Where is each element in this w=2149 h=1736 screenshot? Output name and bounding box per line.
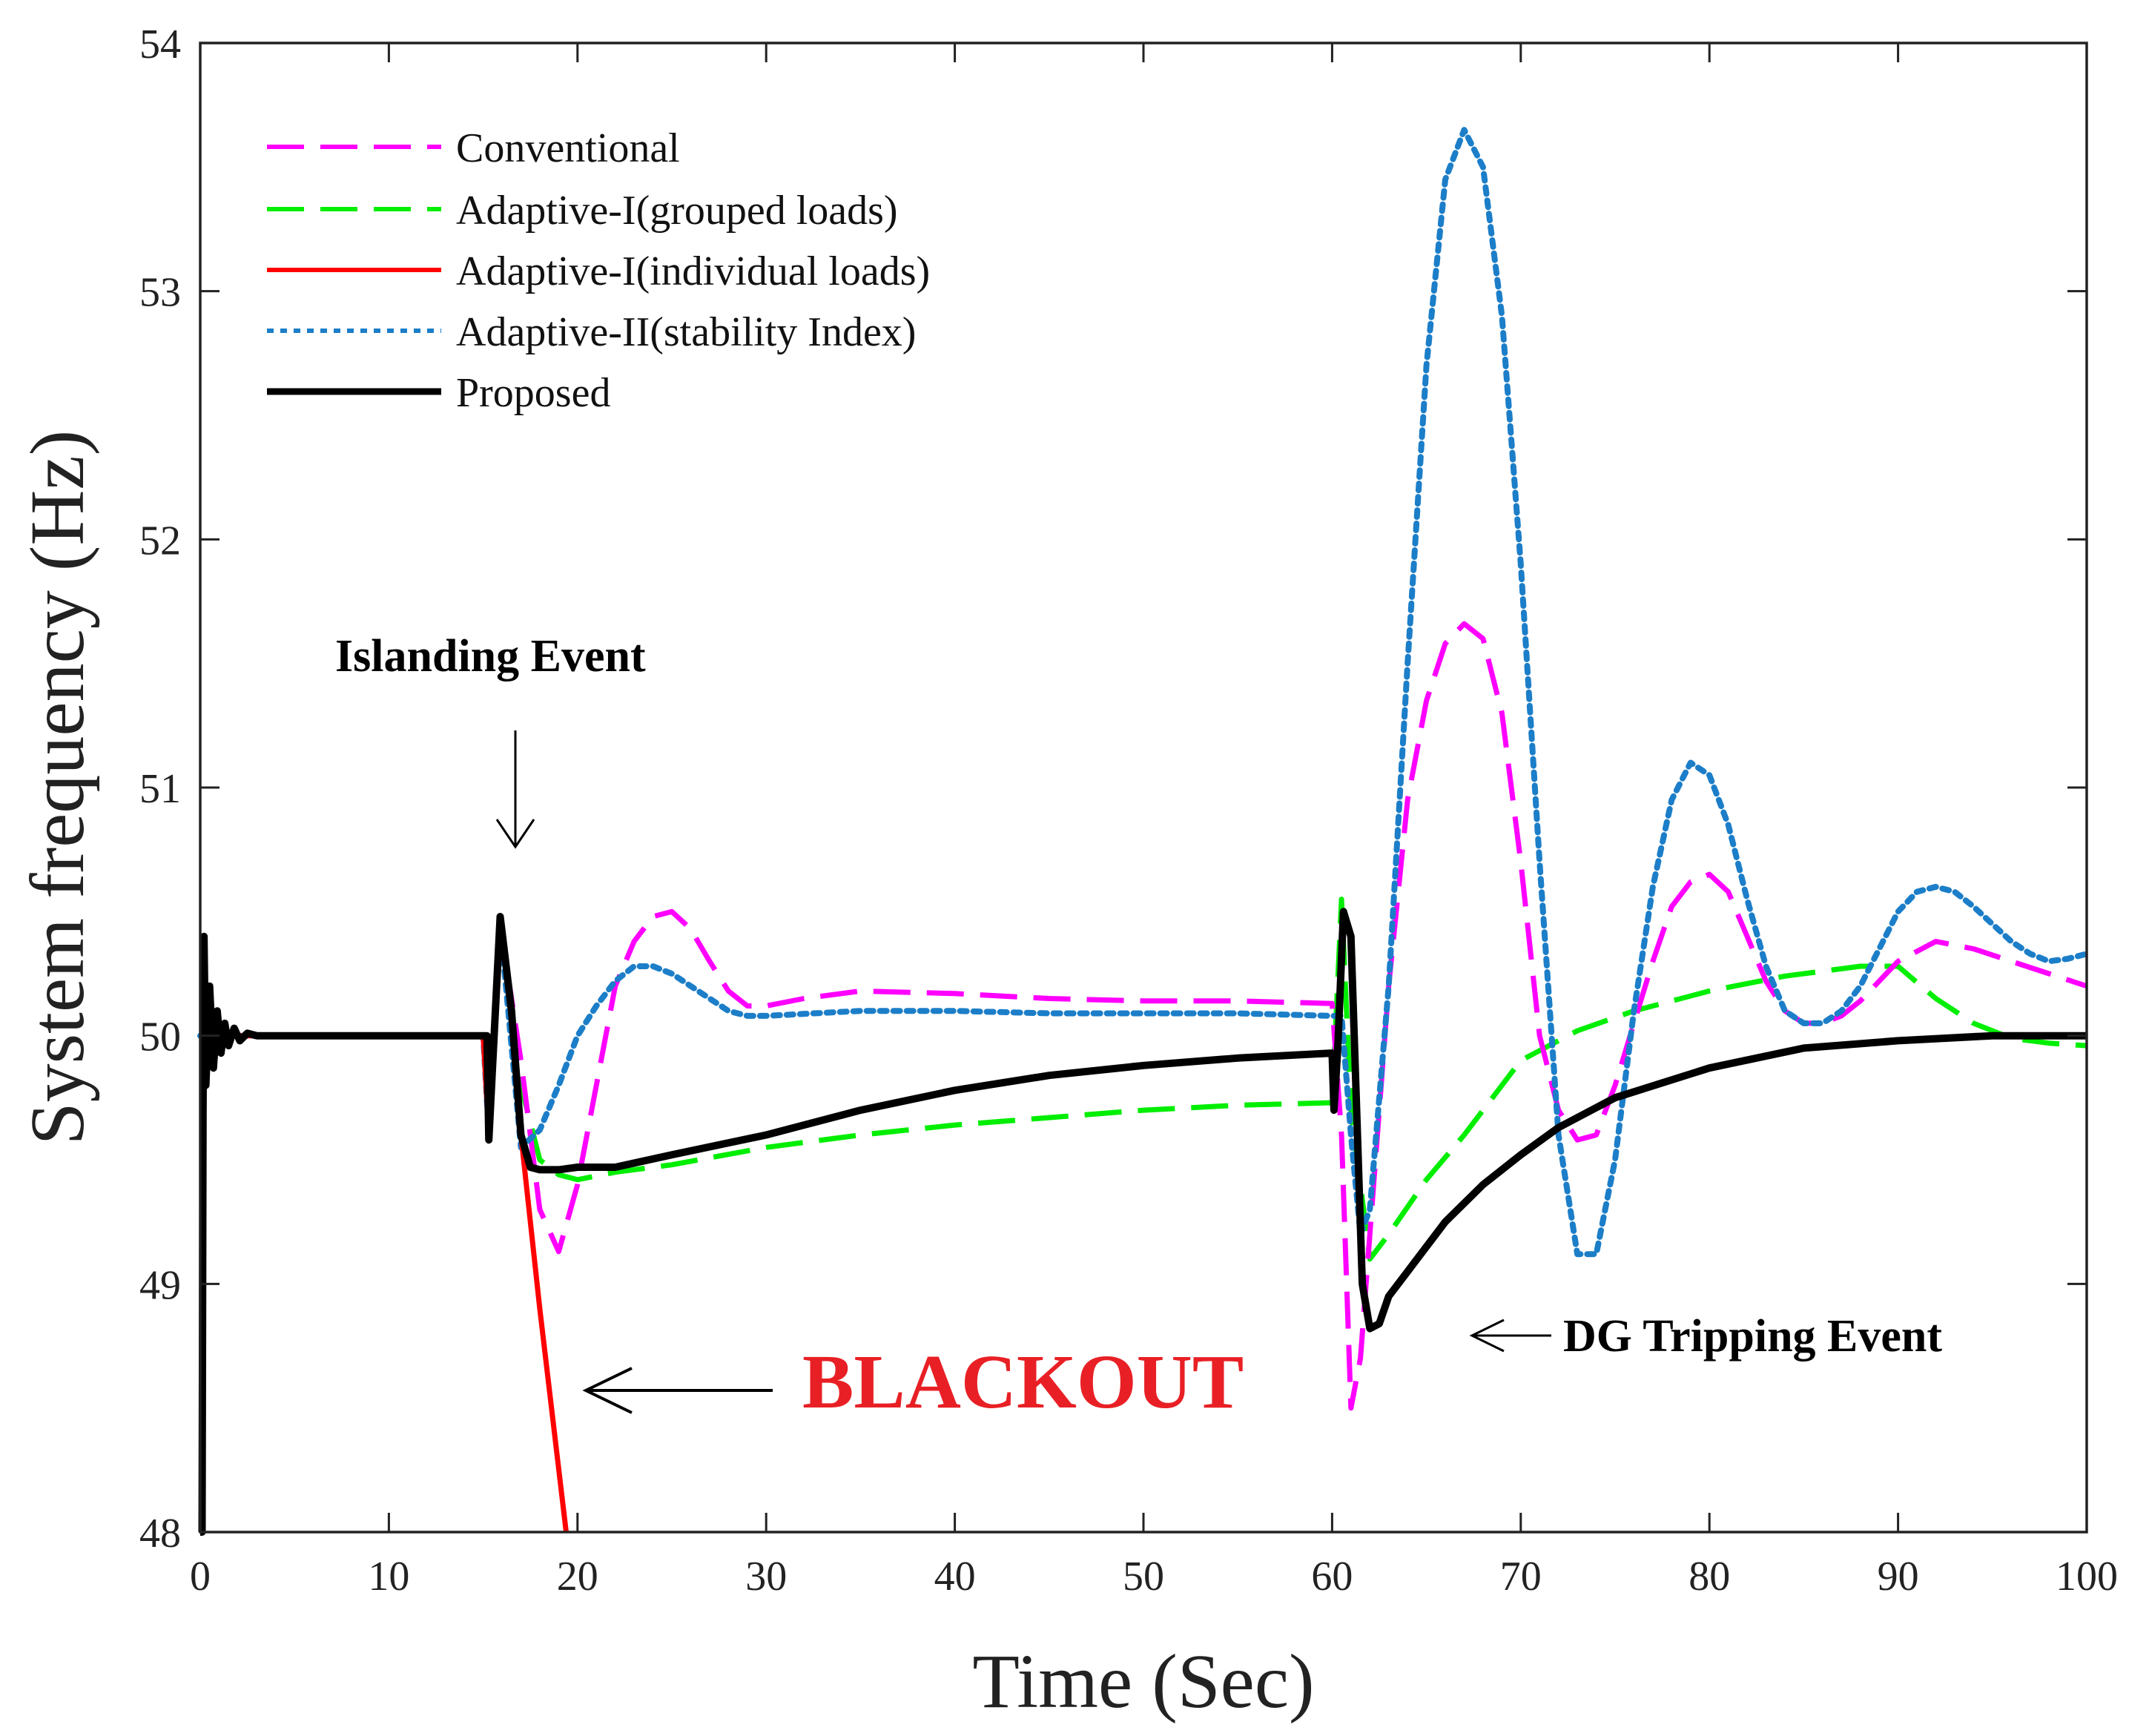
y-tick-label: 53 bbox=[139, 270, 181, 316]
x-tick-label: 70 bbox=[1500, 1554, 1542, 1600]
y-tick-label: 48 bbox=[139, 1511, 181, 1557]
arrow-left-icon-blackout bbox=[582, 1367, 773, 1414]
legend: Conventional Adaptive-I(grouped loads) A… bbox=[267, 125, 930, 416]
arrow-down-icon bbox=[495, 730, 535, 849]
y-tick-label: 51 bbox=[139, 766, 181, 812]
legend-label-adaptive-individual: Adaptive-I(individual loads) bbox=[456, 248, 930, 294]
y-tick-label: 50 bbox=[139, 1014, 181, 1060]
y-tick-label: 49 bbox=[139, 1262, 181, 1308]
tick-layer: 0 10 20 30 40 50 60 70 80 90 100 48 49 50 51 52 53 54 bbox=[139, 22, 2118, 1600]
x-tick-label: 20 bbox=[557, 1554, 598, 1600]
arrow-left-icon-dg-tripping bbox=[1469, 1318, 1551, 1353]
legend-label-conventional: Conventional bbox=[456, 125, 680, 171]
annotations: Islanding Event BLACKOUT DG Tripping Eve… bbox=[335, 631, 1942, 1425]
annotation-blackout: BLACKOUT bbox=[802, 1339, 1244, 1425]
legend-label-adaptive-stability: Adaptive-II(stability Index) bbox=[456, 309, 916, 355]
x-tick-label: 50 bbox=[1123, 1554, 1164, 1600]
series-line-adaptive-ii-stability-index bbox=[197, 127, 2090, 1258]
annotation-dg-tripping-event: DG Tripping Event bbox=[1563, 1311, 1942, 1362]
legend-label-adaptive-grouped: Adaptive-I(grouped loads) bbox=[456, 188, 898, 234]
x-tick-label: 80 bbox=[1688, 1554, 1730, 1600]
series-line-adaptive-i-grouped-loads bbox=[200, 897, 2087, 1262]
x-tick-label: 10 bbox=[368, 1554, 409, 1600]
x-tick-label: 100 bbox=[2056, 1554, 2118, 1600]
x-tick-label: 0 bbox=[190, 1554, 211, 1600]
legend-label-proposed: Proposed bbox=[456, 370, 610, 416]
x-tick-label: 60 bbox=[1311, 1554, 1353, 1600]
x-tick-label: 90 bbox=[1878, 1554, 1919, 1600]
series-layer bbox=[197, 127, 2090, 1536]
x-axis-title: Time (Sec) bbox=[972, 1639, 1314, 1724]
series-line-proposed bbox=[198, 908, 2087, 1536]
y-axis-title: System frequency (Hz) bbox=[15, 430, 100, 1146]
x-tick-label: 40 bbox=[934, 1554, 976, 1600]
x-tick-label: 30 bbox=[745, 1554, 787, 1600]
annotation-islanding-event: Islanding Event bbox=[335, 631, 646, 681]
y-tick-label: 52 bbox=[139, 518, 181, 564]
y-tick-label: 54 bbox=[139, 22, 181, 67]
